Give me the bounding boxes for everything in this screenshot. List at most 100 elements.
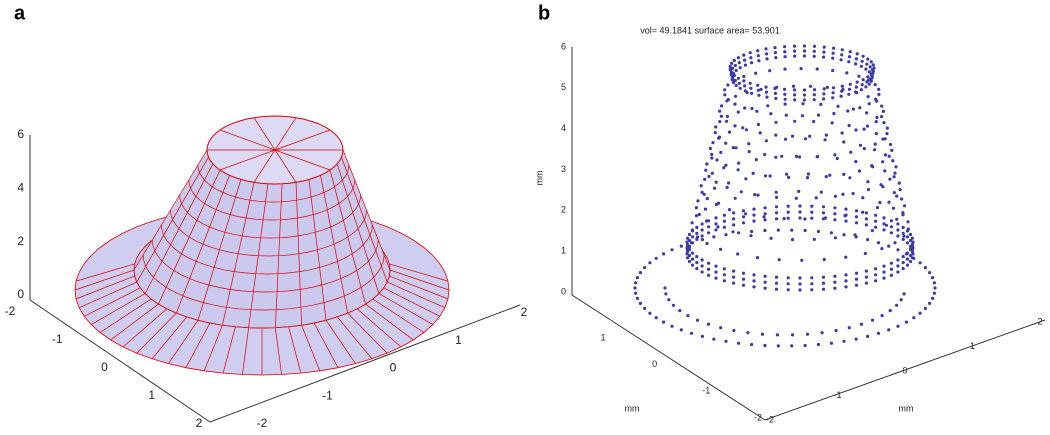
point	[816, 229, 821, 234]
point	[638, 271, 643, 275]
point	[774, 56, 778, 60]
point	[689, 331, 694, 335]
point	[904, 320, 909, 324]
point	[763, 212, 767, 216]
point	[896, 248, 900, 252]
point	[829, 341, 834, 345]
point	[812, 98, 816, 102]
point	[686, 248, 690, 252]
point	[734, 83, 738, 88]
mesh-line	[99, 298, 152, 333]
point	[742, 74, 746, 79]
point	[854, 57, 859, 61]
point	[812, 119, 816, 124]
point	[752, 279, 756, 283]
z-axis-label: mm	[534, 171, 544, 186]
panel-label: b	[538, 2, 550, 24]
point	[870, 68, 874, 72]
point	[756, 193, 760, 197]
point	[810, 216, 814, 220]
point	[790, 134, 795, 138]
point	[888, 309, 892, 313]
tick-label: -1	[52, 332, 63, 346]
point	[867, 70, 871, 74]
point	[794, 196, 798, 200]
point	[703, 177, 707, 181]
point	[746, 331, 750, 335]
point	[896, 234, 900, 238]
point	[902, 204, 907, 208]
point	[774, 96, 778, 100]
point	[905, 251, 910, 255]
point	[633, 286, 637, 290]
point	[810, 282, 814, 286]
point	[686, 256, 690, 260]
point	[763, 274, 767, 278]
tick-label: -2	[754, 412, 762, 422]
point	[862, 147, 866, 151]
point	[844, 255, 848, 259]
mesh-line	[133, 269, 391, 329]
point	[855, 52, 859, 56]
mesh-line	[274, 129, 331, 151]
point	[654, 316, 658, 320]
point	[874, 225, 878, 229]
point	[805, 332, 810, 336]
point	[812, 93, 816, 97]
point	[847, 123, 851, 128]
mesh-line	[185, 322, 211, 368]
point	[741, 271, 746, 275]
point	[847, 92, 851, 96]
point	[748, 51, 752, 55]
point	[741, 277, 746, 281]
point	[769, 236, 773, 240]
point	[697, 212, 701, 217]
point	[712, 337, 716, 341]
point	[833, 153, 837, 157]
tick-label: 1	[148, 388, 155, 402]
point	[717, 136, 721, 140]
point	[734, 146, 738, 150]
point	[857, 74, 861, 78]
point	[841, 87, 845, 92]
point	[732, 78, 737, 83]
point	[705, 219, 709, 223]
point	[715, 158, 719, 162]
axes	[29, 135, 521, 423]
tick-label: 2	[561, 205, 566, 215]
point	[866, 75, 870, 79]
point-cloud	[633, 44, 937, 348]
point	[896, 324, 900, 328]
point	[703, 207, 708, 211]
point	[887, 244, 891, 248]
point	[802, 93, 807, 97]
point	[762, 215, 766, 219]
point	[741, 209, 746, 213]
point	[747, 150, 751, 154]
point	[901, 255, 905, 259]
point	[840, 48, 844, 52]
point	[908, 253, 913, 258]
point	[694, 214, 699, 218]
point	[911, 252, 915, 256]
point	[928, 301, 932, 305]
point	[774, 211, 779, 215]
point	[723, 88, 727, 92]
point	[810, 210, 814, 214]
panel-title: vol= 49.1841 surface area= 53.901	[640, 25, 780, 35]
point	[881, 160, 885, 164]
mesh-line	[83, 287, 141, 317]
point	[882, 121, 886, 125]
point	[736, 110, 740, 114]
point	[750, 229, 754, 234]
point	[855, 91, 859, 95]
point	[662, 252, 666, 256]
point	[714, 228, 718, 232]
point	[901, 225, 905, 229]
point	[869, 60, 873, 64]
point	[727, 130, 732, 134]
point	[896, 222, 900, 226]
point	[733, 63, 737, 68]
point	[831, 91, 835, 95]
point	[814, 196, 818, 200]
